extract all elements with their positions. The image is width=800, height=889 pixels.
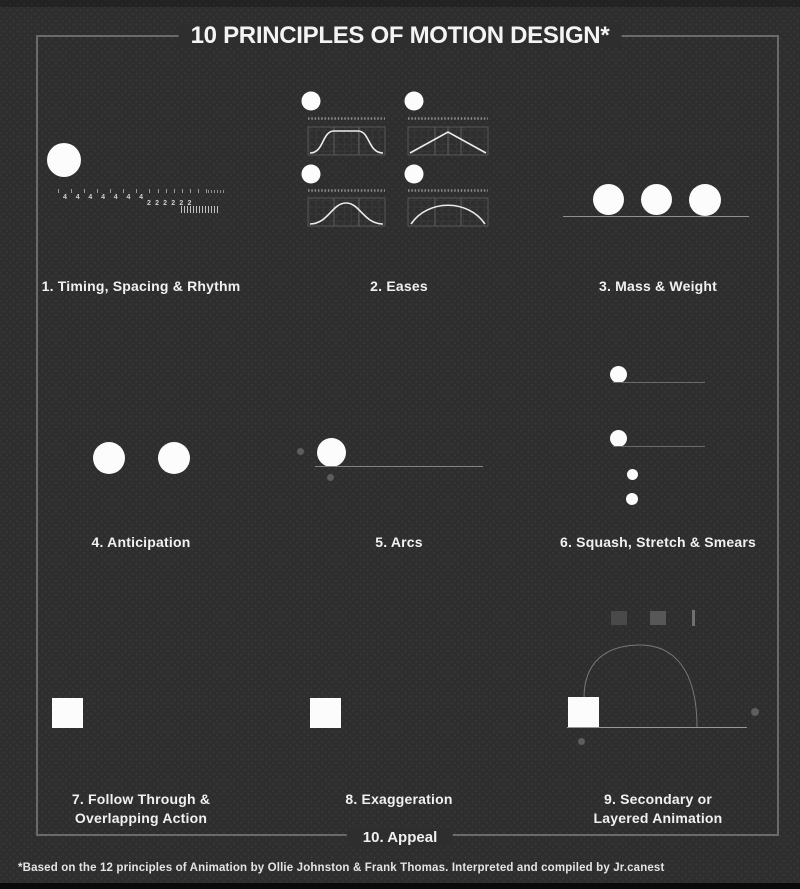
ease-ball-4 [404, 164, 424, 184]
ease-graphs [301, 91, 489, 227]
squash-smear-line-1 [613, 382, 705, 383]
arcs-trail-dot-below [327, 474, 334, 481]
principle-7-label: 7. Follow Through & Overlapping Action [21, 790, 261, 828]
ease-curve-linear-triangle [409, 131, 487, 154]
squash-smear-line-2 [613, 446, 705, 447]
top-shade-strip [0, 0, 800, 7]
principle-7-label-line2: Overlapping Action [74, 810, 208, 826]
principle-9-label: 9. Secondary or Layered Animation [538, 790, 778, 828]
timing-ticks-wide [58, 189, 158, 193]
secondary-particle-below [578, 738, 585, 745]
secondary-square [568, 697, 599, 728]
timing-numbers-two: 222222 [147, 200, 196, 207]
principle-3-label: 3. Mass & Weight [598, 278, 718, 294]
secondary-arc-path [583, 644, 698, 728]
principle-5-label: 5. Arcs [375, 534, 423, 550]
ease-curve-bell [309, 202, 384, 225]
anticipation-ball-2 [158, 442, 190, 474]
ease-ball-1 [301, 91, 321, 111]
principle-2-label: 2. Eases [370, 278, 428, 294]
secondary-particle-right [751, 708, 759, 716]
exaggeration-square [310, 698, 341, 728]
squash-ball-3 [627, 469, 638, 480]
ease-curve-plateau [309, 130, 384, 154]
timing-ticks-medium [158, 189, 208, 193]
principle-10-label: 10. Appeal [346, 829, 454, 847]
squash-ball-2 [610, 430, 627, 447]
ease-graph-box-4 [407, 197, 489, 227]
footnote: *Based on the 12 principles of Animation… [18, 862, 665, 874]
mass-ball-3 [689, 184, 721, 216]
secondary-ground-line [567, 727, 747, 728]
principle-4-label: 4. Anticipation [91, 534, 191, 550]
arcs-ground-line [315, 466, 483, 467]
principle-9-label-line2: Layered Animation [593, 810, 723, 826]
mass-ground-line [563, 216, 749, 217]
secondary-ghost-square-2 [650, 611, 666, 625]
timing-ticks-ones [181, 206, 219, 213]
follow-through-square [52, 698, 83, 728]
secondary-smear-bar [692, 610, 695, 626]
timing-numbers-four: 4444444 [63, 194, 152, 201]
mass-ball-2 [641, 184, 672, 215]
ease-ball-3 [301, 164, 321, 184]
principle-1-label: 1. Timing, Spacing & Rhythm [41, 278, 241, 294]
arcs-trail-dot-left [297, 448, 304, 455]
principle-6-label: 6. Squash, Stretch & Smears [559, 534, 757, 550]
timing-ticks-dense [208, 190, 224, 193]
anticipation-ball-1 [93, 442, 125, 474]
principle-8-label: 8. Exaggeration [345, 791, 453, 807]
ease-ball-2 [404, 91, 424, 111]
poster-title: 10 PRINCIPLES OF MOTION DESIGN* [178, 24, 622, 48]
ease-curve-dome [410, 204, 486, 225]
squash-ball-4 [626, 493, 638, 505]
arcs-ball [317, 438, 346, 467]
squash-ball-1 [610, 366, 627, 383]
mass-ball-1 [593, 184, 624, 215]
timing-ball [47, 143, 81, 177]
principle-7-label-line1: 7. Follow Through & [71, 791, 211, 807]
secondary-ghost-square-1 [611, 611, 627, 625]
bottom-bar [0, 883, 800, 889]
principle-9-label-line1: 9. Secondary or [603, 791, 713, 807]
